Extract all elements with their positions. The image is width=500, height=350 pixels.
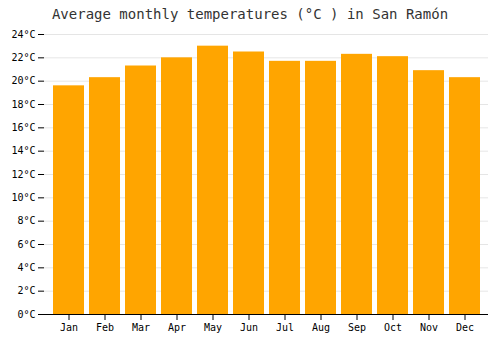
svg-text:12°C: 12°C — [11, 169, 35, 180]
svg-text:Nov: Nov — [420, 322, 438, 333]
svg-text:6°C: 6°C — [17, 239, 35, 250]
svg-text:Oct: Oct — [384, 322, 402, 333]
svg-text:18°C: 18°C — [11, 99, 35, 110]
svg-text:Jun: Jun — [240, 322, 258, 333]
svg-text:Jul: Jul — [276, 322, 294, 333]
svg-text:May: May — [204, 322, 222, 333]
svg-text:24°C: 24°C — [11, 29, 35, 40]
svg-text:Sep: Sep — [348, 322, 366, 333]
svg-text:10°C: 10°C — [11, 192, 35, 203]
svg-text:2°C: 2°C — [17, 285, 35, 296]
svg-text:14°C: 14°C — [11, 145, 35, 156]
svg-text:4°C: 4°C — [17, 262, 35, 273]
svg-text:Dec: Dec — [456, 322, 474, 333]
html-text:Average monthly temperatures (: Average monthly temperatures (°C ) in Sa… — [51, 6, 449, 22]
svg-text:22°C: 22°C — [11, 52, 35, 63]
svg-text:0°C: 0°C — [17, 309, 35, 320]
svg-text:Mar: Mar — [132, 322, 150, 333]
svg-text:Feb: Feb — [96, 322, 114, 333]
svg-text:8°C: 8°C — [17, 215, 35, 226]
svg-text:20°C: 20°C — [11, 75, 35, 86]
svg-text:Jan: Jan — [60, 322, 78, 333]
svg-text:Apr: Apr — [168, 322, 186, 333]
svg-text:16°C: 16°C — [11, 122, 35, 133]
svg-text:Aug: Aug — [312, 322, 330, 333]
